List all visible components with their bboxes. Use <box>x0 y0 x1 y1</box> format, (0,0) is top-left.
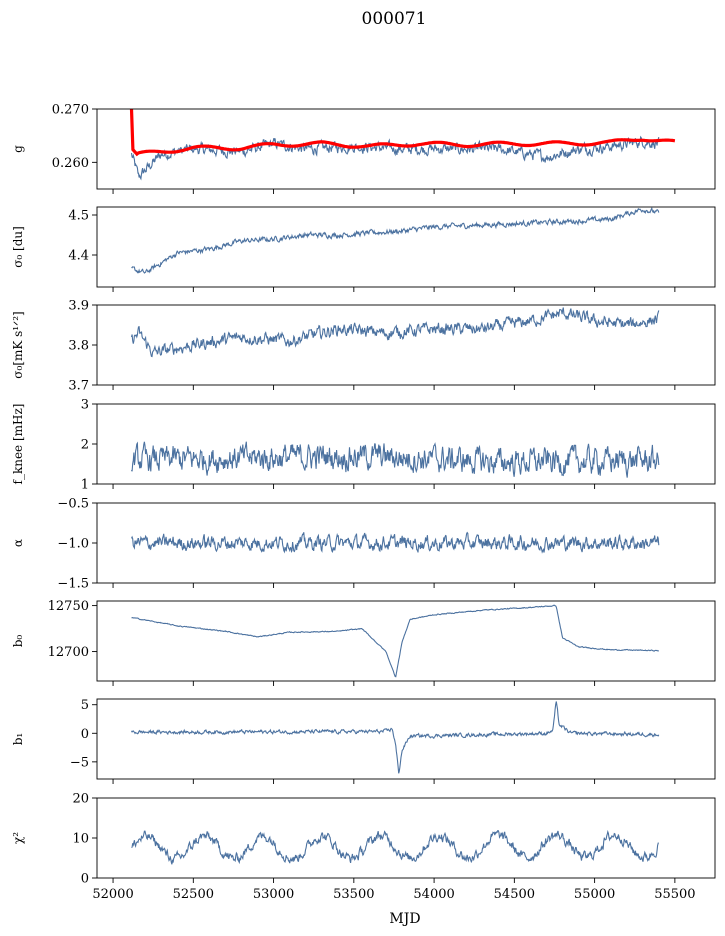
panel-6: 12700 12750 b₀ <box>11 599 716 686</box>
x-tick-label: 54000 <box>413 887 454 902</box>
x-tick-label: 52000 <box>92 887 133 902</box>
y-axis-label: χ² <box>11 832 25 844</box>
series-line <box>131 531 660 554</box>
y-tick-label: 0 <box>81 872 89 887</box>
panel-frame <box>96 108 716 190</box>
series-line <box>130 135 660 181</box>
x-axis-label: MJD <box>389 911 420 927</box>
y-tick-label: 0.260 <box>52 156 89 171</box>
panel-3: 3.7 3.8 3.9 σ₀[mK s¹ᐟ²] <box>11 299 716 394</box>
series-line <box>131 604 660 678</box>
y-tick-label: 2 <box>81 438 89 453</box>
x-axis: 52000 52500 53000 53500 54000 54500 55000 55500 <box>92 887 695 902</box>
series-line <box>131 207 660 274</box>
panel-frame <box>96 600 716 682</box>
y-tick-label: −1.0 <box>57 537 89 552</box>
panels: 0.260 0.270 g 4.4 4.5 σ₀ [du] 3.7 3.8 3.9 σ₀[mK s… <box>11 103 716 887</box>
series-line <box>130 307 660 358</box>
x-tick-label: 54500 <box>494 887 535 902</box>
figure-title: 000071 <box>362 9 427 29</box>
y-axis-label: b₁ <box>11 733 25 746</box>
series-line <box>131 701 660 774</box>
panel-8: 0 10 20 χ² <box>11 792 716 887</box>
y-tick-label: 5 <box>81 698 89 713</box>
series-line <box>130 441 660 478</box>
panel-frame <box>96 403 716 485</box>
panel-5: −1.5 −1.0 −0.5 α <box>11 497 716 592</box>
panel-frame <box>96 206 716 288</box>
y-tick-label: 3.8 <box>68 339 89 354</box>
panel-2: 4.4 4.5 σ₀ [du] <box>11 206 716 292</box>
series-line <box>131 829 659 865</box>
y-tick-label: 0 <box>81 727 89 742</box>
y-tick-label: −5 <box>70 755 89 770</box>
y-tick-label: 12750 <box>48 599 89 614</box>
x-tick-label: 52500 <box>173 887 214 902</box>
y-tick-label: 0.270 <box>52 103 89 118</box>
y-axis-label: σ₀[mK s¹ᐟ²] <box>11 311 25 378</box>
y-tick-label: 1 <box>81 478 89 493</box>
x-tick-label: 55000 <box>574 887 615 902</box>
panel-frame <box>96 698 716 780</box>
panel-frame <box>96 797 716 879</box>
y-tick-label: 12700 <box>48 645 89 660</box>
y-tick-label: 3 <box>81 398 89 413</box>
y-tick-label: 3.9 <box>68 299 89 314</box>
panel-frame <box>96 304 716 386</box>
x-tick-label: 53500 <box>333 887 374 902</box>
y-tick-label: 4.4 <box>68 249 89 264</box>
y-axis-label: b₀ <box>11 635 25 648</box>
x-tick-label: 55500 <box>654 887 695 902</box>
panel-7: −5 0 5 b₁ <box>11 698 716 784</box>
panel-1: 0.260 0.270 g <box>11 103 716 194</box>
overlay-line <box>129 109 676 157</box>
y-tick-label: 20 <box>72 792 89 807</box>
y-axis-label: σ₀ [du] <box>11 226 25 268</box>
y-axis-label: f_knee [mHz] <box>11 404 25 485</box>
y-tick-label: 10 <box>72 832 89 847</box>
y-axis-label: α <box>11 539 25 547</box>
y-tick-label: −0.5 <box>57 497 89 512</box>
y-axis-label: g <box>11 145 25 153</box>
y-tick-label: 4.5 <box>68 209 89 224</box>
panel-4: 1 2 3 f_knee [mHz] <box>11 398 716 493</box>
y-tick-label: −1.5 <box>57 577 89 592</box>
y-tick-label: 3.7 <box>68 379 89 394</box>
x-tick-label: 53000 <box>253 887 294 902</box>
